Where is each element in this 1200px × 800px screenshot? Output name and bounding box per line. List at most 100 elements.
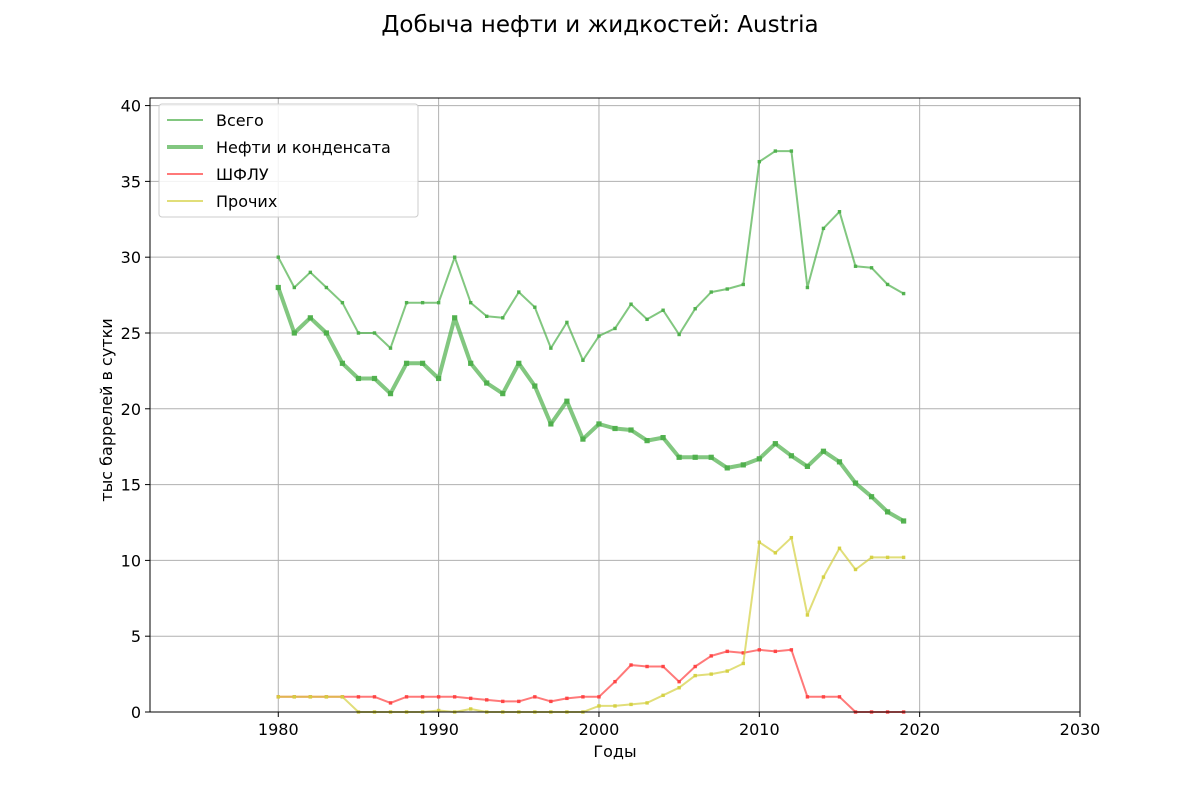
data-point [436, 300, 441, 305]
data-point [501, 316, 505, 320]
data-point [597, 695, 601, 699]
series-3 [276, 648, 906, 714]
data-point [645, 701, 649, 705]
x-tick-label: 2010 [739, 720, 780, 739]
data-point [323, 330, 329, 336]
data-point [549, 699, 553, 704]
x-axis-label: Годы [593, 742, 636, 761]
legend: Всего Нефти и конденсата ШФЛУ Прочих [158, 103, 419, 218]
data-point [613, 704, 617, 708]
data-point [821, 226, 826, 231]
y-tick-label: 40 [121, 97, 141, 116]
data-point [901, 291, 906, 296]
data-point [805, 695, 810, 699]
data-point [613, 326, 617, 331]
series-line [278, 648, 904, 713]
data-point [517, 699, 521, 704]
data-point [356, 695, 361, 699]
data-point [532, 383, 538, 389]
y-tick-label: 10 [121, 551, 141, 570]
data-point [468, 696, 473, 701]
data-point [292, 285, 297, 290]
data-point [693, 307, 697, 311]
data-point [468, 707, 473, 711]
data-point [773, 649, 778, 654]
data-point [372, 331, 377, 335]
data-point [757, 159, 762, 164]
data-point [484, 380, 490, 386]
data-point [533, 305, 537, 309]
data-point [741, 282, 745, 287]
data-point [549, 346, 553, 350]
data-point [628, 427, 634, 433]
x-tick-label: 2000 [579, 720, 620, 739]
data-point [693, 664, 697, 669]
data-point [693, 673, 697, 678]
data-point [308, 270, 313, 275]
legend-label: Нефти и конденсата [216, 138, 391, 157]
series-layer [275, 149, 907, 714]
data-point [533, 695, 537, 699]
data-point [404, 695, 409, 699]
legend-label: ШФЛУ [216, 165, 269, 184]
data-point [869, 266, 874, 270]
data-point [773, 149, 778, 153]
data-point [821, 695, 826, 699]
data-point [452, 695, 457, 699]
data-point [276, 695, 280, 699]
data-point [661, 664, 665, 669]
data-point [613, 679, 617, 684]
data-point [837, 695, 842, 699]
data-point [436, 708, 441, 713]
data-point [885, 282, 890, 287]
data-point [789, 535, 794, 540]
data-point [644, 438, 650, 444]
series-line [278, 536, 904, 713]
data-point [884, 509, 891, 515]
legend-label: Всего [216, 111, 264, 130]
legend-box [158, 103, 419, 218]
data-point [516, 360, 522, 366]
data-point [837, 210, 842, 214]
data-point [757, 540, 762, 544]
data-point [452, 315, 458, 321]
data-point [661, 693, 665, 698]
data-point [371, 375, 378, 382]
data-point [837, 546, 842, 550]
data-point [564, 398, 570, 404]
data-point [468, 300, 473, 305]
data-point [789, 648, 794, 652]
data-point [468, 360, 474, 366]
data-point [676, 454, 682, 460]
data-point [388, 701, 393, 705]
data-point [741, 661, 745, 666]
data-point [548, 421, 554, 427]
series-2 [275, 284, 907, 524]
data-point [340, 695, 345, 699]
legend-label: Прочих [216, 192, 277, 211]
data-point [853, 567, 858, 572]
data-point [901, 555, 906, 560]
data-point [355, 375, 362, 382]
y-tick-label: 5 [131, 627, 141, 646]
data-point [419, 360, 426, 366]
data-point [485, 698, 489, 702]
data-point [307, 315, 313, 321]
plot-frame [149, 97, 1081, 713]
data-point [629, 663, 633, 667]
data-point [372, 695, 377, 699]
data-point [629, 302, 633, 306]
data-point [645, 664, 649, 669]
data-point [500, 391, 506, 397]
data-point [339, 360, 346, 366]
data-point [805, 285, 810, 290]
data-point [725, 649, 729, 654]
y-tick-label: 0 [131, 703, 141, 722]
data-point [292, 695, 297, 699]
data-point [724, 465, 730, 471]
data-point [517, 290, 521, 294]
data-point [709, 654, 713, 658]
x-tick-label: 1980 [258, 720, 299, 739]
x-tick-label: 2020 [899, 720, 940, 739]
data-point [772, 441, 778, 447]
